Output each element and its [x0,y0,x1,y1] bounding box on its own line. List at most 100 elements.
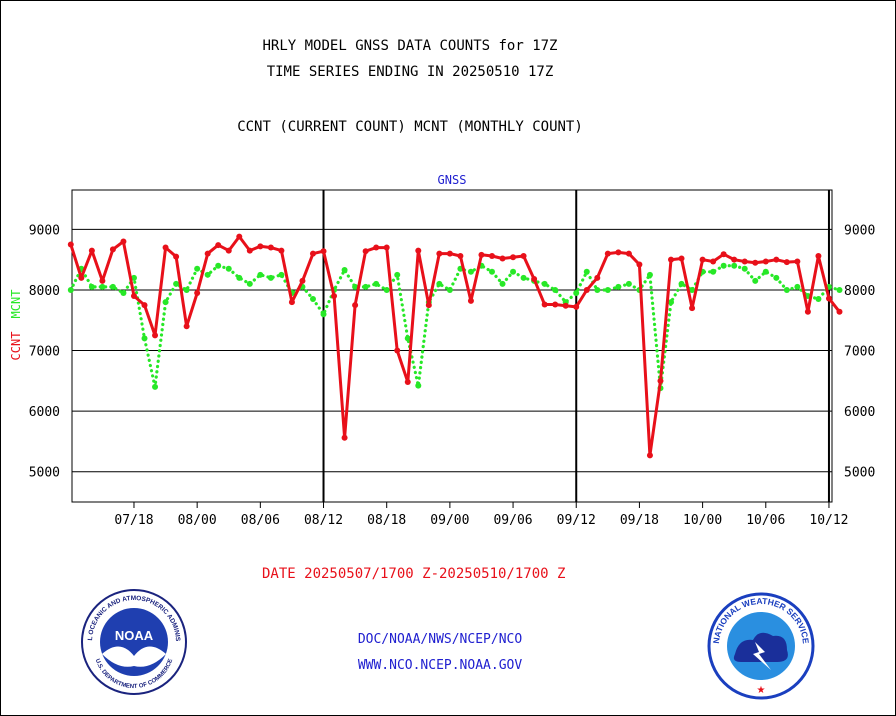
point-mcnt [267,274,274,281]
point-mcnt [362,283,369,290]
point-ccnt [457,253,464,260]
point-ccnt [668,256,675,263]
point-ccnt [404,379,411,386]
point-ccnt [541,301,548,308]
point-mcnt [720,262,727,269]
point-mcnt [99,283,106,290]
point-ccnt [99,277,106,284]
chart-title-line1: HRLY MODEL GNSS DATA COUNTS for 17Z [262,38,558,54]
point-mcnt [173,280,180,287]
point-ccnt [583,286,590,293]
y-tick-left-9000: 9000 [29,223,60,238]
y-tick-right-5000: 5000 [844,466,875,481]
point-mcnt [383,286,390,293]
point-mcnt [773,274,780,281]
point-mcnt [794,283,801,290]
plot-frame [71,189,833,503]
y-axis-label-mcnt: MCNT [9,290,23,319]
point-ccnt [646,452,653,459]
point-ccnt [394,347,401,354]
point-ccnt [689,305,696,312]
x-tick-label: 10/12 [809,513,848,528]
point-ccnt [215,242,222,249]
star-icon: ★ [757,685,766,696]
point-ccnt [478,251,485,258]
point-ccnt [341,434,348,441]
point-mcnt [183,286,190,293]
y-tick-right-6000: 6000 [844,405,875,420]
point-mcnt [762,268,769,275]
point-mcnt [162,299,169,306]
point-ccnt [352,302,359,309]
point-mcnt [783,286,790,293]
org-path: DOC/NOAA/NWS/NCEP/NCO [357,632,523,647]
point-mcnt [646,271,653,278]
point-mcnt [594,286,601,293]
x-tick-label: 08/12 [304,513,343,528]
x-tick-label: 10/06 [746,513,785,528]
point-ccnt [383,244,390,251]
point-mcnt [415,382,422,389]
x-tick-label: 08/06 [241,513,280,528]
point-mcnt [625,280,632,287]
point-ccnt [130,293,137,300]
y-tick-left-7000: 7000 [29,345,60,360]
point-ccnt [741,258,748,265]
point-mcnt [394,271,401,278]
point-ccnt [415,247,422,254]
point-mcnt [436,280,443,287]
point-ccnt [194,289,201,296]
point-mcnt [236,274,243,281]
point-mcnt [604,286,611,293]
series-line-ccnt [69,235,841,457]
point-mcnt [710,268,717,275]
point-mcnt [278,271,285,278]
point-mcnt [467,268,474,275]
point-ccnt [362,248,369,255]
point-ccnt [794,258,801,265]
point-mcnt [120,289,127,296]
point-mcnt [404,335,411,342]
y-tick-left-6000: 6000 [29,405,60,420]
x-tick-label: 09/00 [430,513,469,528]
panel-title: GNSS [438,173,467,187]
point-ccnt [225,247,232,254]
point-ccnt [257,243,264,250]
point-mcnt [225,265,232,272]
point-ccnt [783,259,790,266]
point-mcnt [668,299,675,306]
point-ccnt [657,377,664,384]
point-mcnt [67,286,74,293]
point-ccnt [699,256,706,263]
point-ccnt [88,247,95,254]
point-ccnt [531,276,538,283]
point-ccnt [309,250,316,257]
noaa-logo-label: NOAA [115,628,154,643]
point-ccnt [762,258,769,265]
point-mcnt [320,311,327,318]
point-ccnt [562,302,569,309]
point-ccnt [120,238,127,245]
point-mcnt [741,265,748,272]
point-ccnt [594,274,601,281]
x-tick-label: 10/00 [683,513,722,528]
point-mcnt [583,268,590,275]
x-tick-label: 08/00 [178,513,217,528]
point-ccnt [109,246,116,253]
point-ccnt [625,250,632,257]
point-mcnt [141,335,148,342]
point-ccnt [446,250,453,257]
point-ccnt [467,297,474,304]
point-ccnt [246,247,253,254]
noaa-logo: NOAA NATIONAL OCEANIC AND ATMOSPHERIC AD… [80,588,187,695]
y-tick-left-5000: 5000 [29,466,60,481]
point-mcnt [731,262,738,269]
point-ccnt [773,256,780,263]
point-ccnt [173,253,180,260]
point-ccnt [204,250,211,257]
point-ccnt [836,308,843,315]
point-mcnt [130,274,137,281]
point-mcnt [499,280,506,287]
point-mcnt [341,266,348,273]
